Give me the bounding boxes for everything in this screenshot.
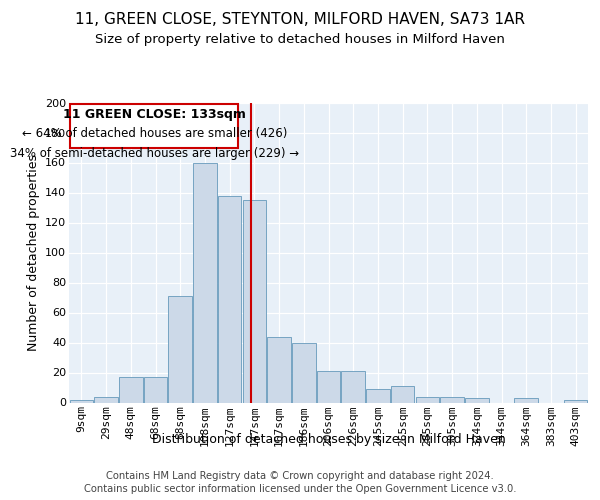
Bar xyxy=(268,336,291,402)
Bar xyxy=(193,162,217,402)
Bar xyxy=(169,296,192,403)
Bar xyxy=(218,196,241,402)
Text: 11 GREEN CLOSE: 133sqm: 11 GREEN CLOSE: 133sqm xyxy=(63,108,246,120)
Bar xyxy=(564,400,587,402)
Bar xyxy=(292,342,316,402)
Text: 11, GREEN CLOSE, STEYNTON, MILFORD HAVEN, SA73 1AR: 11, GREEN CLOSE, STEYNTON, MILFORD HAVEN… xyxy=(75,12,525,28)
Text: Distribution of detached houses by size in Milford Haven: Distribution of detached houses by size … xyxy=(152,432,506,446)
Bar xyxy=(317,371,340,402)
Bar xyxy=(465,398,488,402)
Bar xyxy=(341,371,365,402)
Text: Size of property relative to detached houses in Milford Haven: Size of property relative to detached ho… xyxy=(95,32,505,46)
Text: Contains HM Land Registry data © Crown copyright and database right 2024.: Contains HM Land Registry data © Crown c… xyxy=(106,471,494,481)
Bar xyxy=(416,396,439,402)
FancyBboxPatch shape xyxy=(70,104,238,148)
Bar xyxy=(366,389,389,402)
Bar xyxy=(119,377,143,402)
Text: Contains public sector information licensed under the Open Government Licence v3: Contains public sector information licen… xyxy=(84,484,516,494)
Bar xyxy=(514,398,538,402)
Y-axis label: Number of detached properties: Number of detached properties xyxy=(26,154,40,351)
Bar xyxy=(94,396,118,402)
Bar xyxy=(440,396,464,402)
Bar xyxy=(70,400,93,402)
Text: ← 64% of detached houses are smaller (426): ← 64% of detached houses are smaller (42… xyxy=(22,127,287,140)
Bar xyxy=(144,377,167,402)
Bar xyxy=(242,200,266,402)
Bar xyxy=(391,386,415,402)
Text: 34% of semi-detached houses are larger (229) →: 34% of semi-detached houses are larger (… xyxy=(10,146,299,160)
